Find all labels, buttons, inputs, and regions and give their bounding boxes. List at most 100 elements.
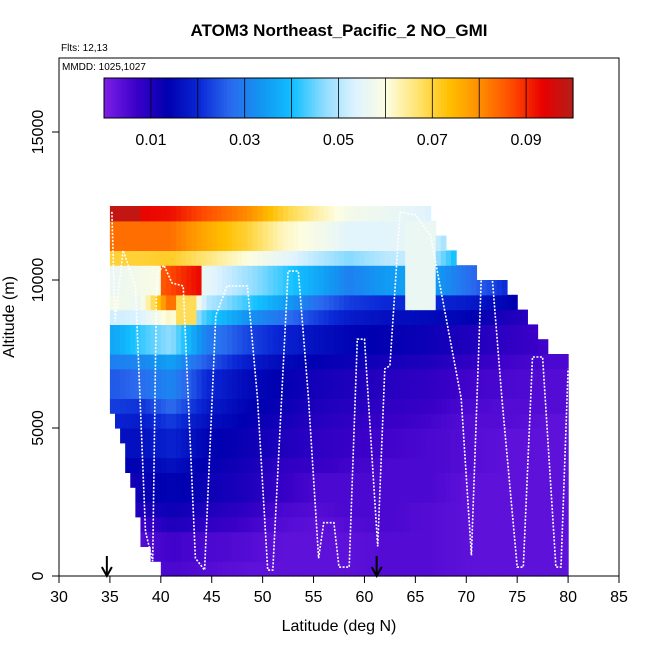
heatmap-cell bbox=[109, 235, 116, 251]
heatmap-cell bbox=[257, 516, 264, 533]
heatmap-cell bbox=[430, 398, 437, 414]
heatmap-cell bbox=[181, 428, 187, 444]
heatmap-cell bbox=[242, 280, 248, 296]
heatmap-cell bbox=[379, 368, 386, 385]
heatmap-cell bbox=[303, 457, 310, 473]
heatmap-cell bbox=[125, 413, 131, 429]
heatmap-cell bbox=[425, 457, 432, 473]
heatmap-cell bbox=[237, 206, 243, 222]
heatmap-cell bbox=[557, 442, 564, 459]
heatmap-cell bbox=[425, 280, 432, 296]
heatmap-cell bbox=[115, 265, 121, 281]
heatmap-cell bbox=[186, 309, 192, 325]
heatmap-cell bbox=[512, 368, 518, 385]
heatmap-cell bbox=[491, 472, 498, 488]
colorbar-swatch bbox=[244, 78, 249, 118]
heatmap-cell bbox=[491, 502, 498, 518]
colorbar-swatch bbox=[209, 78, 214, 118]
heatmap-cell bbox=[364, 324, 371, 340]
heatmap-cell bbox=[191, 457, 198, 473]
heatmap-cell bbox=[201, 383, 208, 399]
heatmap-cell bbox=[374, 442, 381, 459]
heatmap-cell bbox=[252, 502, 259, 518]
colorbar-swatch bbox=[145, 78, 149, 118]
heatmap-cell bbox=[277, 354, 284, 370]
heatmap-cell bbox=[252, 324, 259, 340]
heatmap-cell bbox=[445, 280, 452, 296]
heatmap-cell bbox=[425, 250, 432, 266]
heatmap-cell bbox=[262, 235, 269, 251]
heatmap-cell bbox=[537, 502, 544, 518]
heatmap-cell bbox=[242, 339, 248, 355]
heatmap-cell bbox=[313, 383, 320, 399]
colorbar-swatch bbox=[449, 78, 454, 118]
heatmap-cell bbox=[262, 220, 269, 237]
heatmap-cell bbox=[176, 280, 182, 296]
heatmap-cell bbox=[181, 457, 187, 473]
colorbar-swatch bbox=[470, 78, 474, 118]
heatmap-cell bbox=[125, 280, 131, 296]
heatmap-cell bbox=[517, 383, 523, 399]
heatmap-cell bbox=[135, 265, 142, 281]
heatmap-cell bbox=[461, 428, 467, 444]
heatmap-cell bbox=[552, 398, 559, 414]
heatmap-cell bbox=[247, 280, 254, 296]
heatmap-cell bbox=[283, 250, 289, 266]
heatmap-cell bbox=[303, 280, 310, 296]
heatmap-cell bbox=[125, 368, 131, 385]
heatmap-cell bbox=[369, 220, 376, 237]
heatmap-cell bbox=[430, 265, 437, 281]
heatmap-cell bbox=[262, 428, 269, 444]
heatmap-cell bbox=[379, 561, 386, 577]
heatmap-cell bbox=[527, 502, 534, 518]
heatmap-cell bbox=[176, 472, 182, 488]
heatmap-cell bbox=[247, 398, 254, 414]
heatmap-cell bbox=[216, 516, 223, 533]
heatmap-cell bbox=[471, 309, 478, 325]
heatmap-cell bbox=[165, 250, 172, 266]
heatmap-cell bbox=[313, 354, 320, 370]
heatmap-cell bbox=[181, 442, 187, 459]
heatmap-cell bbox=[293, 531, 299, 547]
heatmap-cell bbox=[232, 280, 238, 296]
heatmap-cell bbox=[277, 487, 284, 503]
heatmap-cell bbox=[318, 502, 325, 518]
heatmap-cell bbox=[303, 502, 310, 518]
heatmap-cell bbox=[171, 531, 177, 547]
heatmap-cell bbox=[415, 324, 422, 340]
heatmap-cell bbox=[435, 309, 442, 325]
heatmap-cell bbox=[150, 220, 157, 237]
heatmap-cell bbox=[430, 561, 437, 577]
heatmap-cell bbox=[221, 220, 228, 237]
heatmap-cell bbox=[120, 220, 126, 237]
heatmap-cell bbox=[155, 516, 162, 533]
heatmap-cell bbox=[160, 487, 167, 503]
heatmap-cell bbox=[542, 531, 549, 547]
colorbar-swatch bbox=[165, 78, 170, 118]
heatmap-cell bbox=[176, 516, 182, 533]
heatmap-cell bbox=[374, 472, 381, 488]
heatmap-cell bbox=[211, 487, 218, 503]
heatmap-cell bbox=[283, 516, 289, 533]
heatmap-cell bbox=[415, 280, 422, 296]
heatmap-cell bbox=[532, 457, 539, 473]
heatmap-cell bbox=[165, 472, 172, 488]
heatmap-cell bbox=[384, 442, 391, 459]
heatmap-cell bbox=[395, 428, 401, 444]
colorbar-swatch bbox=[438, 78, 442, 118]
heatmap-cell bbox=[476, 368, 483, 385]
heatmap-cell bbox=[344, 206, 350, 222]
heatmap-cell bbox=[339, 294, 345, 311]
heatmap-cell bbox=[527, 339, 534, 355]
heatmap-cell bbox=[211, 354, 218, 370]
heatmap-cell bbox=[496, 531, 503, 547]
colorbar-swatch bbox=[402, 78, 407, 118]
heatmap-cell bbox=[130, 442, 136, 459]
heatmap-cell bbox=[461, 457, 467, 473]
heatmap-cell bbox=[186, 339, 192, 355]
heatmap-cell bbox=[389, 368, 396, 385]
heatmap-cell bbox=[155, 280, 162, 296]
heatmap-cell bbox=[206, 472, 213, 488]
heatmap-cell bbox=[227, 294, 233, 311]
heatmap-cell bbox=[364, 428, 371, 444]
